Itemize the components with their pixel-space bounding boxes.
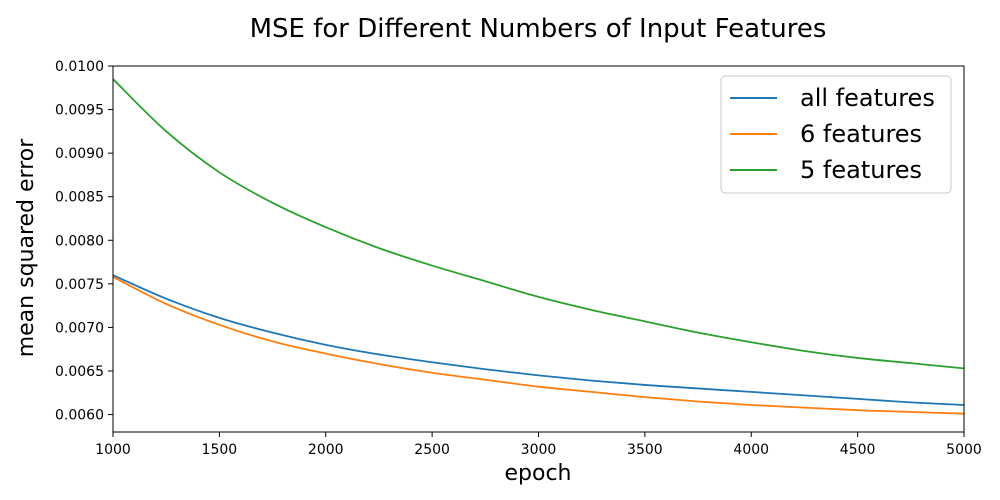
x-tick-label: 5000 [946, 442, 982, 458]
y-tick-label: 0.0060 [55, 408, 104, 424]
series-line-1 [112, 274, 965, 406]
y-axis-title: mean squared error [14, 138, 39, 358]
x-tick-label: 4500 [840, 442, 876, 458]
y-tick-label: 0.0065 [55, 364, 104, 380]
x-axis-title: epoch [505, 461, 572, 486]
x-tick-label: 4000 [733, 442, 769, 458]
x-tick-label: 3000 [521, 442, 557, 458]
legend-label-2: 6 features [800, 120, 922, 148]
y-axis: 0.0060 0.0065 0.0070 0.0075 0.0080 0.0085 0.00… [55, 59, 113, 424]
x-tick-label: 1000 [95, 442, 131, 458]
x-tick-label: 3500 [627, 442, 663, 458]
y-tick-label: 0.0095 [55, 103, 104, 119]
y-tick-label: 0.0090 [55, 146, 104, 162]
y-tick-label: 0.0070 [55, 320, 104, 336]
x-tick-label: 2000 [308, 442, 344, 458]
series-line-2 [112, 276, 965, 415]
y-tick-label: 0.0100 [55, 59, 104, 75]
x-tick-label: 2500 [414, 442, 450, 458]
x-tick-label: 1500 [202, 442, 238, 458]
legend-label-1: all features [800, 84, 935, 112]
legend-label-3: 5 features [800, 156, 922, 184]
legend: all features 6 features 5 features [720, 75, 952, 194]
series-line-3 [112, 78, 965, 370]
legend-box [720, 75, 952, 194]
y-tick-label: 0.0075 [55, 277, 104, 293]
chart-title: MSE for Different Numbers of Input Featu… [250, 14, 827, 44]
y-tick-label: 0.0085 [55, 190, 104, 206]
series-lines [112, 78, 965, 415]
x-axis: 1000 1500 2000 2500 3000 3500 4000 4500 5000 [95, 432, 982, 458]
y-tick-label: 0.0080 [55, 233, 104, 249]
